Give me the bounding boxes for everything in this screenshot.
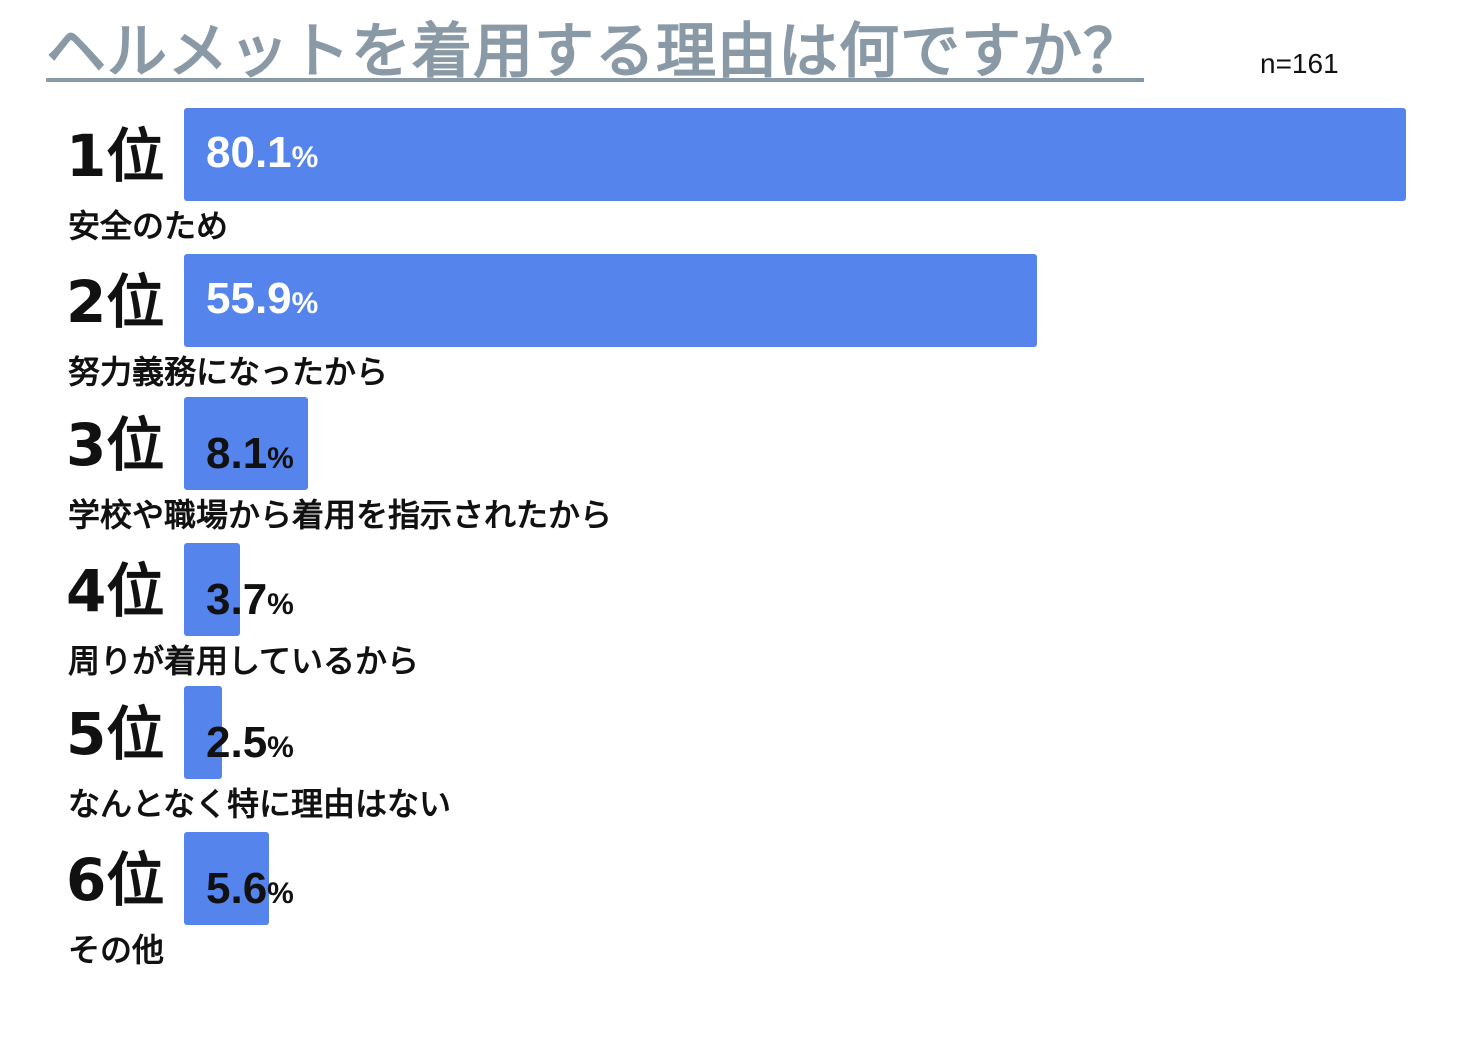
percent-sign: %	[267, 731, 294, 764]
category-label: 周りが着用しているから	[68, 642, 420, 680]
rank-label: 4位	[66, 557, 165, 625]
bar-row-2: 2位 55.9% 努力義務になったから	[0, 254, 1480, 394]
value-number: 80.1	[206, 128, 292, 177]
bar-row-3: 3位 8.1% 学校や職場から着用を指示されたから	[0, 397, 1480, 537]
bar-row-5: 5位 2.5% なんとなく特に理由はない	[0, 686, 1480, 826]
rank-label: 1位	[66, 122, 165, 190]
rank-label: 3位	[66, 411, 165, 479]
rank-label: 5位	[66, 700, 165, 768]
category-label: 安全のため	[68, 207, 229, 245]
percent-sign: %	[267, 877, 294, 910]
chart-title: ヘルメットを着用する理由は何ですか？	[46, 17, 1144, 87]
bar-row-6: 6位 5.6% その他	[0, 832, 1480, 972]
rank-label: 2位	[66, 268, 165, 336]
value-label: 8.1%	[206, 429, 294, 479]
value-number: 8.1	[206, 429, 268, 478]
category-label: なんとなく特に理由はない	[68, 785, 452, 823]
percent-sign: %	[267, 588, 294, 621]
percent-sign: %	[291, 141, 319, 174]
percent-sign: %	[291, 287, 319, 320]
value-label: 3.7%	[206, 575, 294, 625]
category-label: 学校や職場から着用を指示されたから	[68, 496, 613, 534]
value-label: 55.9%	[206, 274, 318, 324]
value-label: 5.6%	[206, 864, 294, 914]
value-number: 55.9	[206, 274, 292, 323]
value-number: 5.6	[206, 864, 268, 913]
bar-row-1: 1位 80.1% 安全のため	[0, 108, 1480, 248]
value-label: 2.5%	[206, 718, 294, 768]
percent-sign: %	[267, 442, 294, 475]
value-number: 3.7	[206, 575, 268, 624]
sample-size-label: n=161	[1260, 48, 1339, 79]
value-number: 2.5	[206, 718, 268, 767]
bar-row-4: 4位 3.7% 周りが着用しているから	[0, 543, 1480, 683]
category-label: その他	[68, 931, 165, 969]
rank-label: 6位	[66, 846, 165, 914]
bar-4	[184, 543, 240, 636]
value-label: 80.1%	[206, 128, 318, 178]
bar-1	[184, 108, 1406, 201]
bar-3	[184, 397, 308, 490]
bar-6	[184, 832, 269, 925]
bar-5	[184, 686, 222, 779]
category-label: 努力義務になったから	[68, 353, 389, 391]
bar-2	[184, 254, 1037, 347]
